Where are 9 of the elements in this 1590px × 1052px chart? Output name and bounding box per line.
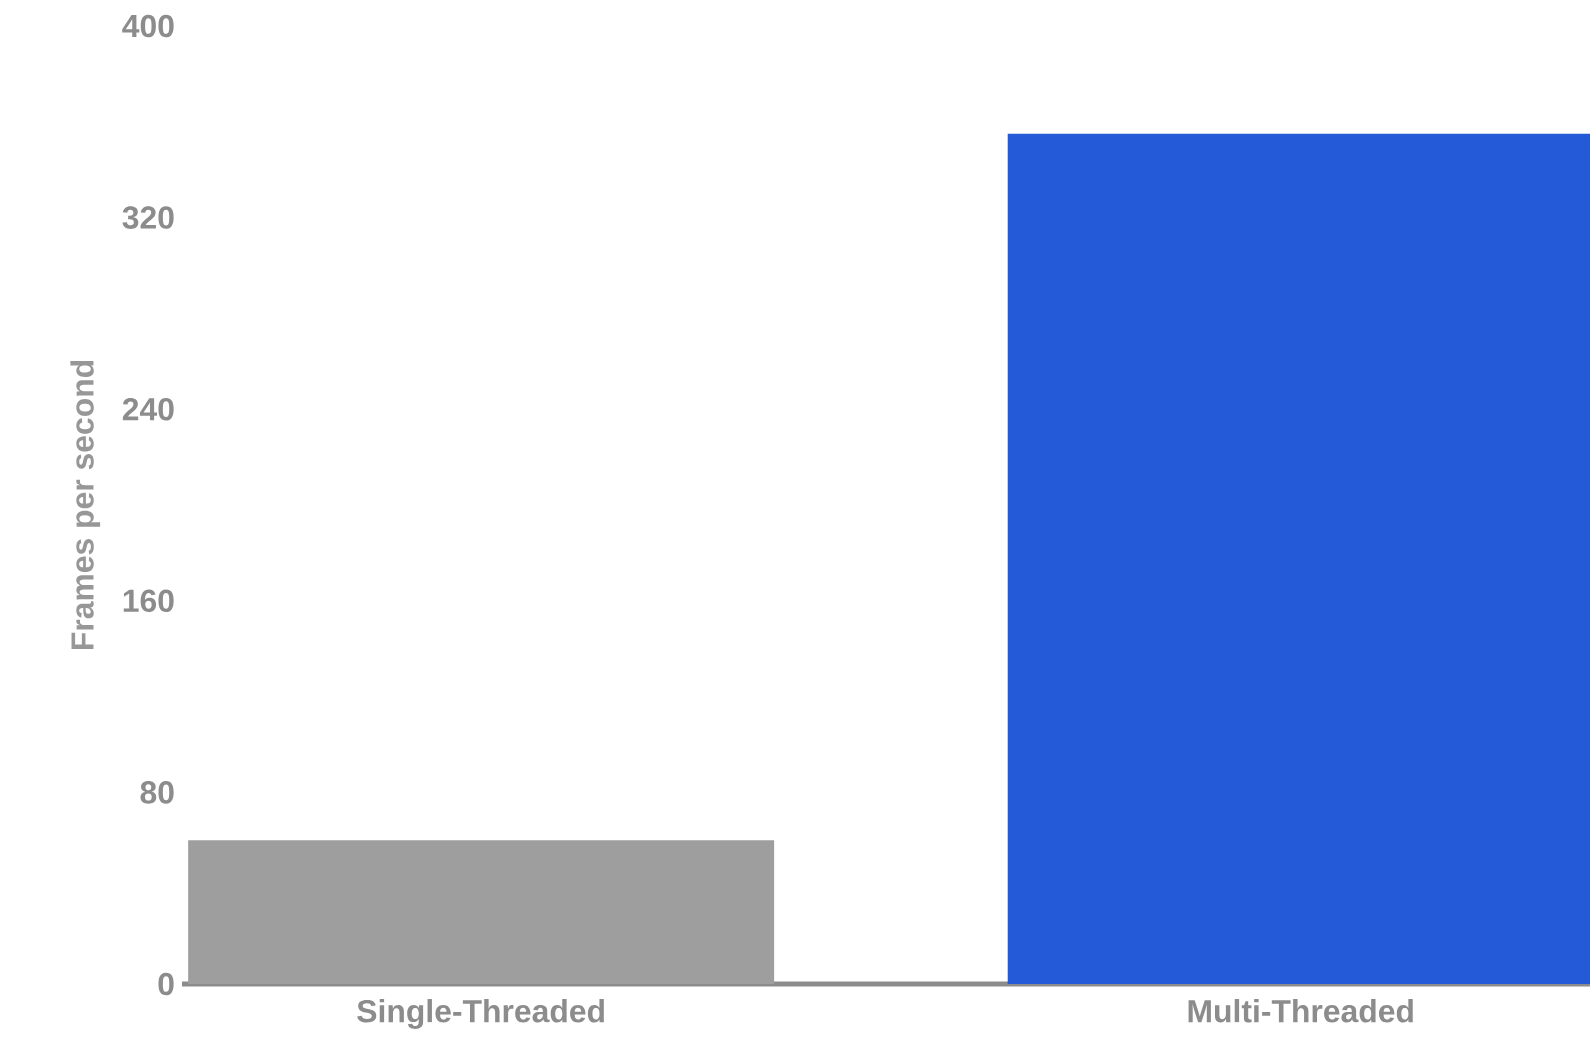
y-tick-label: 0 xyxy=(158,972,174,996)
x-tick-label: Multi-Threaded xyxy=(1188,999,1413,1023)
x-tick-label: Single-Threaded xyxy=(357,999,604,1029)
y-tick-label: 80 xyxy=(140,781,174,804)
y-tick-label: 160 xyxy=(123,589,174,613)
y-tick-label: 320 xyxy=(122,206,174,229)
y-tick-label: 240 xyxy=(122,397,174,421)
y-tick-label: 400 xyxy=(122,14,174,38)
y-axis-title: Frames per second xyxy=(70,360,101,650)
